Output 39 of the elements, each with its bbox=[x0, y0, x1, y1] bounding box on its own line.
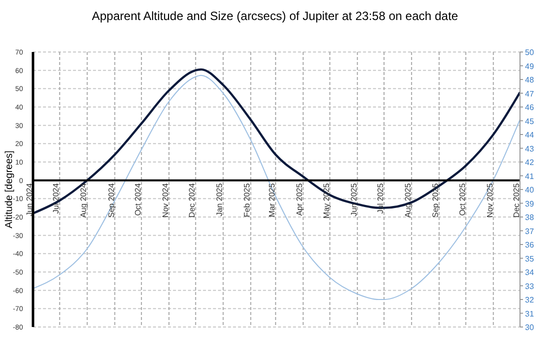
x-tick-label: Jun 2025 bbox=[349, 182, 358, 216]
y2-tick-label: 39 bbox=[525, 199, 534, 208]
x-tick-label: Nov 2024 bbox=[160, 182, 170, 218]
y2-tick-label: 35 bbox=[525, 254, 534, 264]
x-tick-label: Aug 2025 bbox=[404, 182, 413, 218]
chart-title: Apparent Altitude and Size (arcsecs) of Jupiter at 23:58 on each date bbox=[92, 9, 458, 23]
y2-tick-label: 38 bbox=[525, 213, 534, 222]
y2-tick-label: 40 bbox=[525, 186, 534, 194]
x-tick-label: Oct 2025 bbox=[458, 182, 467, 216]
y2-tick-label: 49 bbox=[525, 62, 534, 71]
y2-tick-label: 47 bbox=[525, 89, 534, 98]
y2-tick-label: 31 bbox=[525, 309, 534, 318]
y2-tick-label: 36 bbox=[525, 240, 534, 250]
y2-tick-label: 32 bbox=[525, 296, 534, 304]
x-tick-label: Jun 2024 bbox=[25, 182, 34, 216]
x-tick-label: Dec 2025 bbox=[512, 182, 521, 218]
x-tick-label: Mar 2025 bbox=[268, 182, 277, 218]
y2-tick-label: 34 bbox=[525, 268, 534, 277]
y2-tick-label: 37 bbox=[525, 226, 534, 236]
x-tick-label: Aug 2024 bbox=[79, 182, 88, 218]
y2-tick-label: 41 bbox=[525, 172, 534, 181]
x-tick-label: Feb 2025 bbox=[242, 182, 252, 218]
y2-tick-label: 30 bbox=[525, 323, 534, 332]
x-tick-label: Dec 2024 bbox=[188, 182, 197, 218]
y2-tick-label: 44 bbox=[525, 130, 534, 140]
line-series bbox=[32, 74, 520, 300]
y2-tick-label: 48 bbox=[525, 76, 534, 84]
x-tick-label: Nov 2025 bbox=[485, 182, 494, 218]
y2-tick-label: 45 bbox=[525, 116, 534, 126]
y2-tick-label: 43 bbox=[525, 144, 534, 154]
y2-tick-label: 46 bbox=[525, 103, 534, 112]
y2-tick-label: 50 bbox=[525, 48, 534, 57]
x-tick-label: Oct 2024 bbox=[133, 182, 142, 216]
y2-tick-label: 42 bbox=[525, 158, 534, 167]
x-tick-label: Jan 2025 bbox=[215, 182, 224, 216]
x-tick-label: Jul 2024 bbox=[52, 182, 61, 214]
x-tick-label: Apr 2025 bbox=[295, 182, 304, 216]
x-tick-label: Sep 2024 bbox=[106, 182, 116, 218]
y2-tick-label: 33 bbox=[525, 282, 534, 291]
